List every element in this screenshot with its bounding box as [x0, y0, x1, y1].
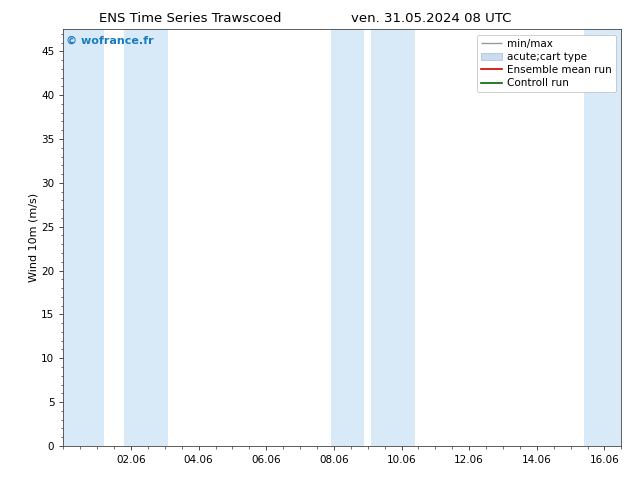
Bar — [124, 29, 168, 446]
Bar — [584, 29, 621, 446]
Bar — [63, 29, 104, 446]
Bar — [371, 29, 415, 446]
Text: ven. 31.05.2024 08 UTC: ven. 31.05.2024 08 UTC — [351, 12, 511, 25]
Bar — [330, 29, 365, 446]
Text: © wofrance.fr: © wofrance.fr — [66, 36, 154, 46]
Y-axis label: Wind 10m (m/s): Wind 10m (m/s) — [29, 193, 38, 282]
Text: ENS Time Series Trawscoed: ENS Time Series Trawscoed — [99, 12, 281, 25]
Legend: min/max, acute;cart type, Ensemble mean run, Controll run: min/max, acute;cart type, Ensemble mean … — [477, 35, 616, 92]
